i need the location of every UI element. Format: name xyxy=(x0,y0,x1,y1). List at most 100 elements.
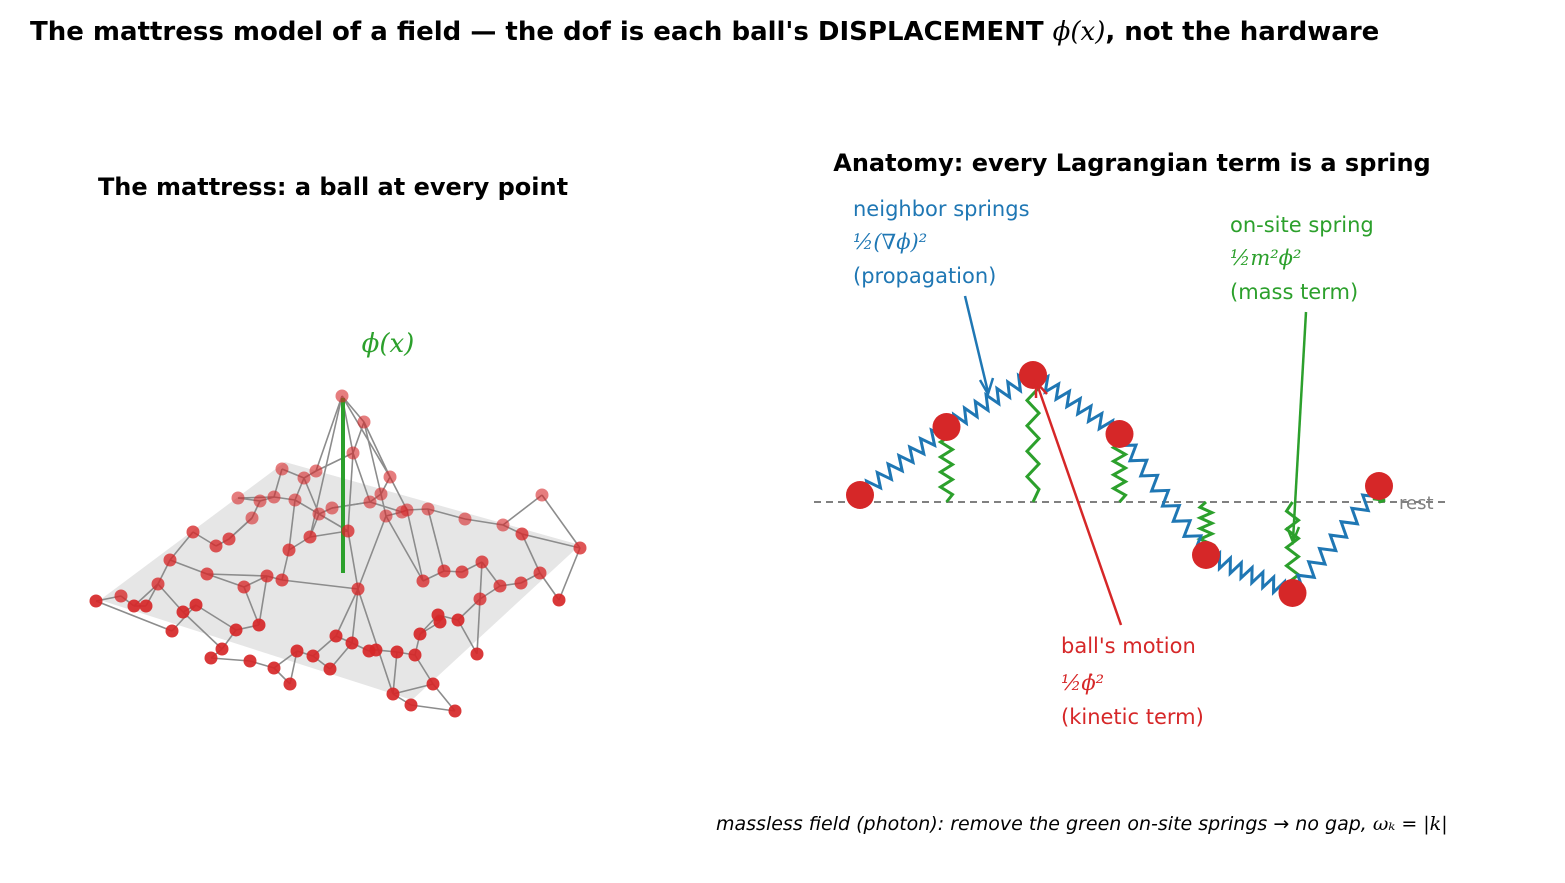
mesh-spring xyxy=(258,575,268,626)
mesh-ball xyxy=(345,636,359,650)
kinetic-arrow xyxy=(1035,383,1123,626)
chain-ball xyxy=(1105,420,1134,448)
mesh-ball xyxy=(127,599,141,613)
kinetic-arrowhead xyxy=(1034,378,1048,398)
mesh-ball xyxy=(535,488,549,502)
mesh-ball xyxy=(189,598,203,612)
mesh-ball xyxy=(473,592,487,606)
onsite-annotation: on-site spring ½m²ϕ² (mass term) xyxy=(1230,213,1374,304)
chain-ball xyxy=(1365,472,1393,500)
mattress-balls xyxy=(89,389,587,718)
mesh-ball xyxy=(297,471,311,485)
mesh-ball xyxy=(351,582,365,596)
neighbor-spring xyxy=(1292,486,1381,595)
mesh-ball xyxy=(204,651,218,665)
mesh-ball xyxy=(267,490,281,504)
mesh-ball xyxy=(383,470,397,484)
mesh-spring xyxy=(335,588,359,637)
mesh-spring xyxy=(169,559,208,575)
mesh-ball xyxy=(209,539,223,553)
mesh-ball xyxy=(416,574,430,588)
mesh-ball xyxy=(552,593,566,607)
neighbor-spring xyxy=(1204,549,1294,600)
mesh-spring xyxy=(427,508,445,572)
mesh-spring xyxy=(352,452,371,503)
onsite-arrowhead xyxy=(1285,526,1301,546)
mesh-ball xyxy=(323,662,337,676)
neighbor-spring xyxy=(1117,433,1207,557)
neighbor-spring xyxy=(859,426,948,499)
mesh-ball xyxy=(514,576,528,590)
mesh-ball xyxy=(283,677,297,691)
mesh-ball xyxy=(404,698,418,712)
chain-balls xyxy=(846,361,1393,607)
mesh-ball xyxy=(329,629,343,643)
mesh-ball xyxy=(222,532,236,546)
chain-ball xyxy=(1278,579,1307,607)
mesh-spring xyxy=(363,421,391,478)
mesh-ball xyxy=(252,618,266,632)
onsite-arrow xyxy=(1291,311,1308,541)
mesh-spring xyxy=(558,547,581,601)
chain-ball xyxy=(846,481,874,509)
mesh-ball xyxy=(186,525,200,539)
mesh-ball xyxy=(229,623,243,637)
rest-label: rest xyxy=(1399,493,1434,514)
mesh-ball xyxy=(260,569,274,583)
figure-title: The mattress model of a field — the dof … xyxy=(30,17,1379,47)
mesh-ball xyxy=(421,502,435,516)
mesh-ball xyxy=(231,491,245,505)
kinetic-role: (kinetic term) xyxy=(1061,705,1204,729)
mesh-ball xyxy=(386,687,400,701)
mesh-ball xyxy=(413,627,427,641)
mesh-ball xyxy=(475,555,489,569)
mesh-ball xyxy=(455,565,469,579)
mesh-spring xyxy=(347,530,359,590)
onsite-label: on-site spring xyxy=(1230,213,1374,237)
mesh-spring xyxy=(347,452,354,532)
mesh-ball xyxy=(306,649,320,663)
mesh-ball xyxy=(335,389,349,403)
neighbor-arrow xyxy=(963,295,990,393)
mesh-ball xyxy=(363,495,377,509)
mesh-ball xyxy=(325,501,339,515)
mesh-spring xyxy=(363,421,382,495)
mesh-ball xyxy=(275,573,289,587)
kinetic-label: ball's motion xyxy=(1061,634,1196,658)
neighbor-spring xyxy=(1031,373,1120,439)
phi-label: ϕ(x) xyxy=(362,329,415,359)
mesh-ball xyxy=(253,494,267,508)
mesh-ball xyxy=(448,704,462,718)
mesh-ball xyxy=(243,654,257,668)
neighbor-label: neighbor springs xyxy=(853,197,1030,221)
mesh-ball xyxy=(341,524,355,538)
mesh-ball xyxy=(114,589,128,603)
mesh-ball xyxy=(309,464,323,478)
mesh-ball xyxy=(408,648,422,662)
mesh-spring xyxy=(281,579,359,590)
kinetic-annotation: ball's motion ½ϕ̇² (kinetic term) xyxy=(1061,634,1204,729)
mesh-ball xyxy=(312,507,326,521)
mesh-ball xyxy=(470,647,484,661)
mesh-ball xyxy=(163,553,177,567)
mesh-spring xyxy=(243,586,260,626)
mesh-spring xyxy=(541,494,581,549)
mesh-spring xyxy=(406,509,424,582)
mesh-ball xyxy=(493,579,507,593)
mesh-ball xyxy=(451,613,465,627)
mesh-spring xyxy=(206,573,245,588)
mesh-ball xyxy=(151,577,165,591)
mesh-spring xyxy=(476,598,481,655)
mesh-ball xyxy=(176,605,190,619)
neighbor-spring xyxy=(946,372,1035,432)
mesh-ball xyxy=(165,624,179,638)
mesh-spring xyxy=(521,533,541,574)
onsite-role: (mass term) xyxy=(1230,280,1358,304)
mesh-spring xyxy=(392,683,434,695)
mesh-ball xyxy=(357,415,371,429)
mesh-ball xyxy=(426,677,440,691)
mesh-ball xyxy=(290,644,304,658)
neighbor-role: (propagation) xyxy=(853,264,996,288)
mesh-spring xyxy=(357,515,387,590)
